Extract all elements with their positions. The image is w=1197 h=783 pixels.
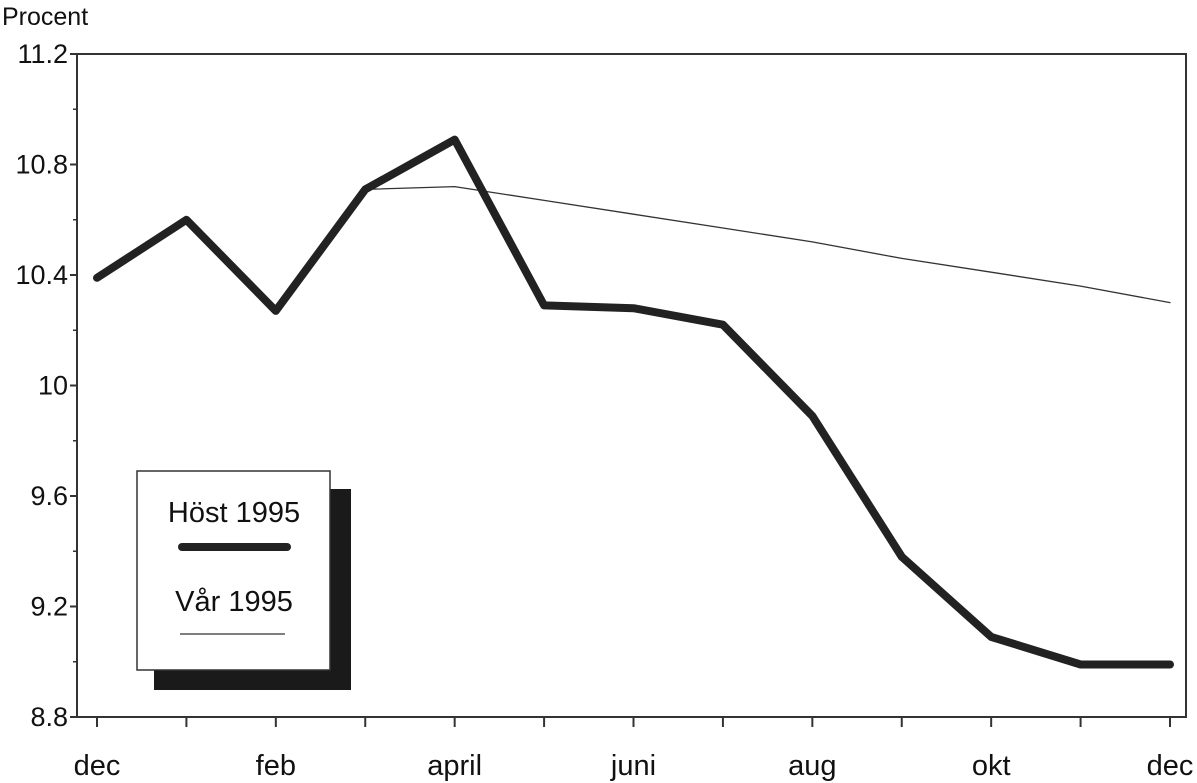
y-tick-label: 10.4	[15, 260, 68, 290]
legend: Höst 1995 Vår 1995	[136, 470, 351, 690]
y-tick-label: 10.8	[15, 150, 68, 180]
y-tick-label: 10	[38, 371, 68, 401]
x-tick-label: okt	[972, 750, 1011, 782]
x-tick-label: feb	[256, 750, 296, 782]
y-tick-label: 9.2	[30, 592, 68, 622]
x-tick-label: aug	[788, 750, 836, 782]
series-line-host-1995	[93, 135, 1174, 669]
series-layer	[93, 135, 1174, 669]
x-tick-label: dec	[74, 750, 121, 782]
x-tick-label: juni	[610, 750, 656, 782]
legend-label-var: Vår 1995	[175, 586, 293, 618]
y-tick-label: 8.8	[30, 702, 68, 732]
y-tick-label: 9.6	[30, 481, 68, 511]
legend-box	[136, 470, 331, 671]
y-axis-title: Procent	[2, 3, 88, 31]
x-axis: dec feb april juni aug okt dec	[74, 717, 1194, 782]
x-tick-label: april	[427, 750, 482, 782]
plot-frame	[76, 53, 1187, 718]
y-tick-label: 11.2	[17, 39, 68, 69]
y-axis: 8.8 9.2 9.6 10 10.4 10.8 11.2	[15, 39, 77, 732]
x-tick-label: dec	[1147, 750, 1194, 782]
legend-label-host: Höst 1995	[168, 497, 300, 529]
